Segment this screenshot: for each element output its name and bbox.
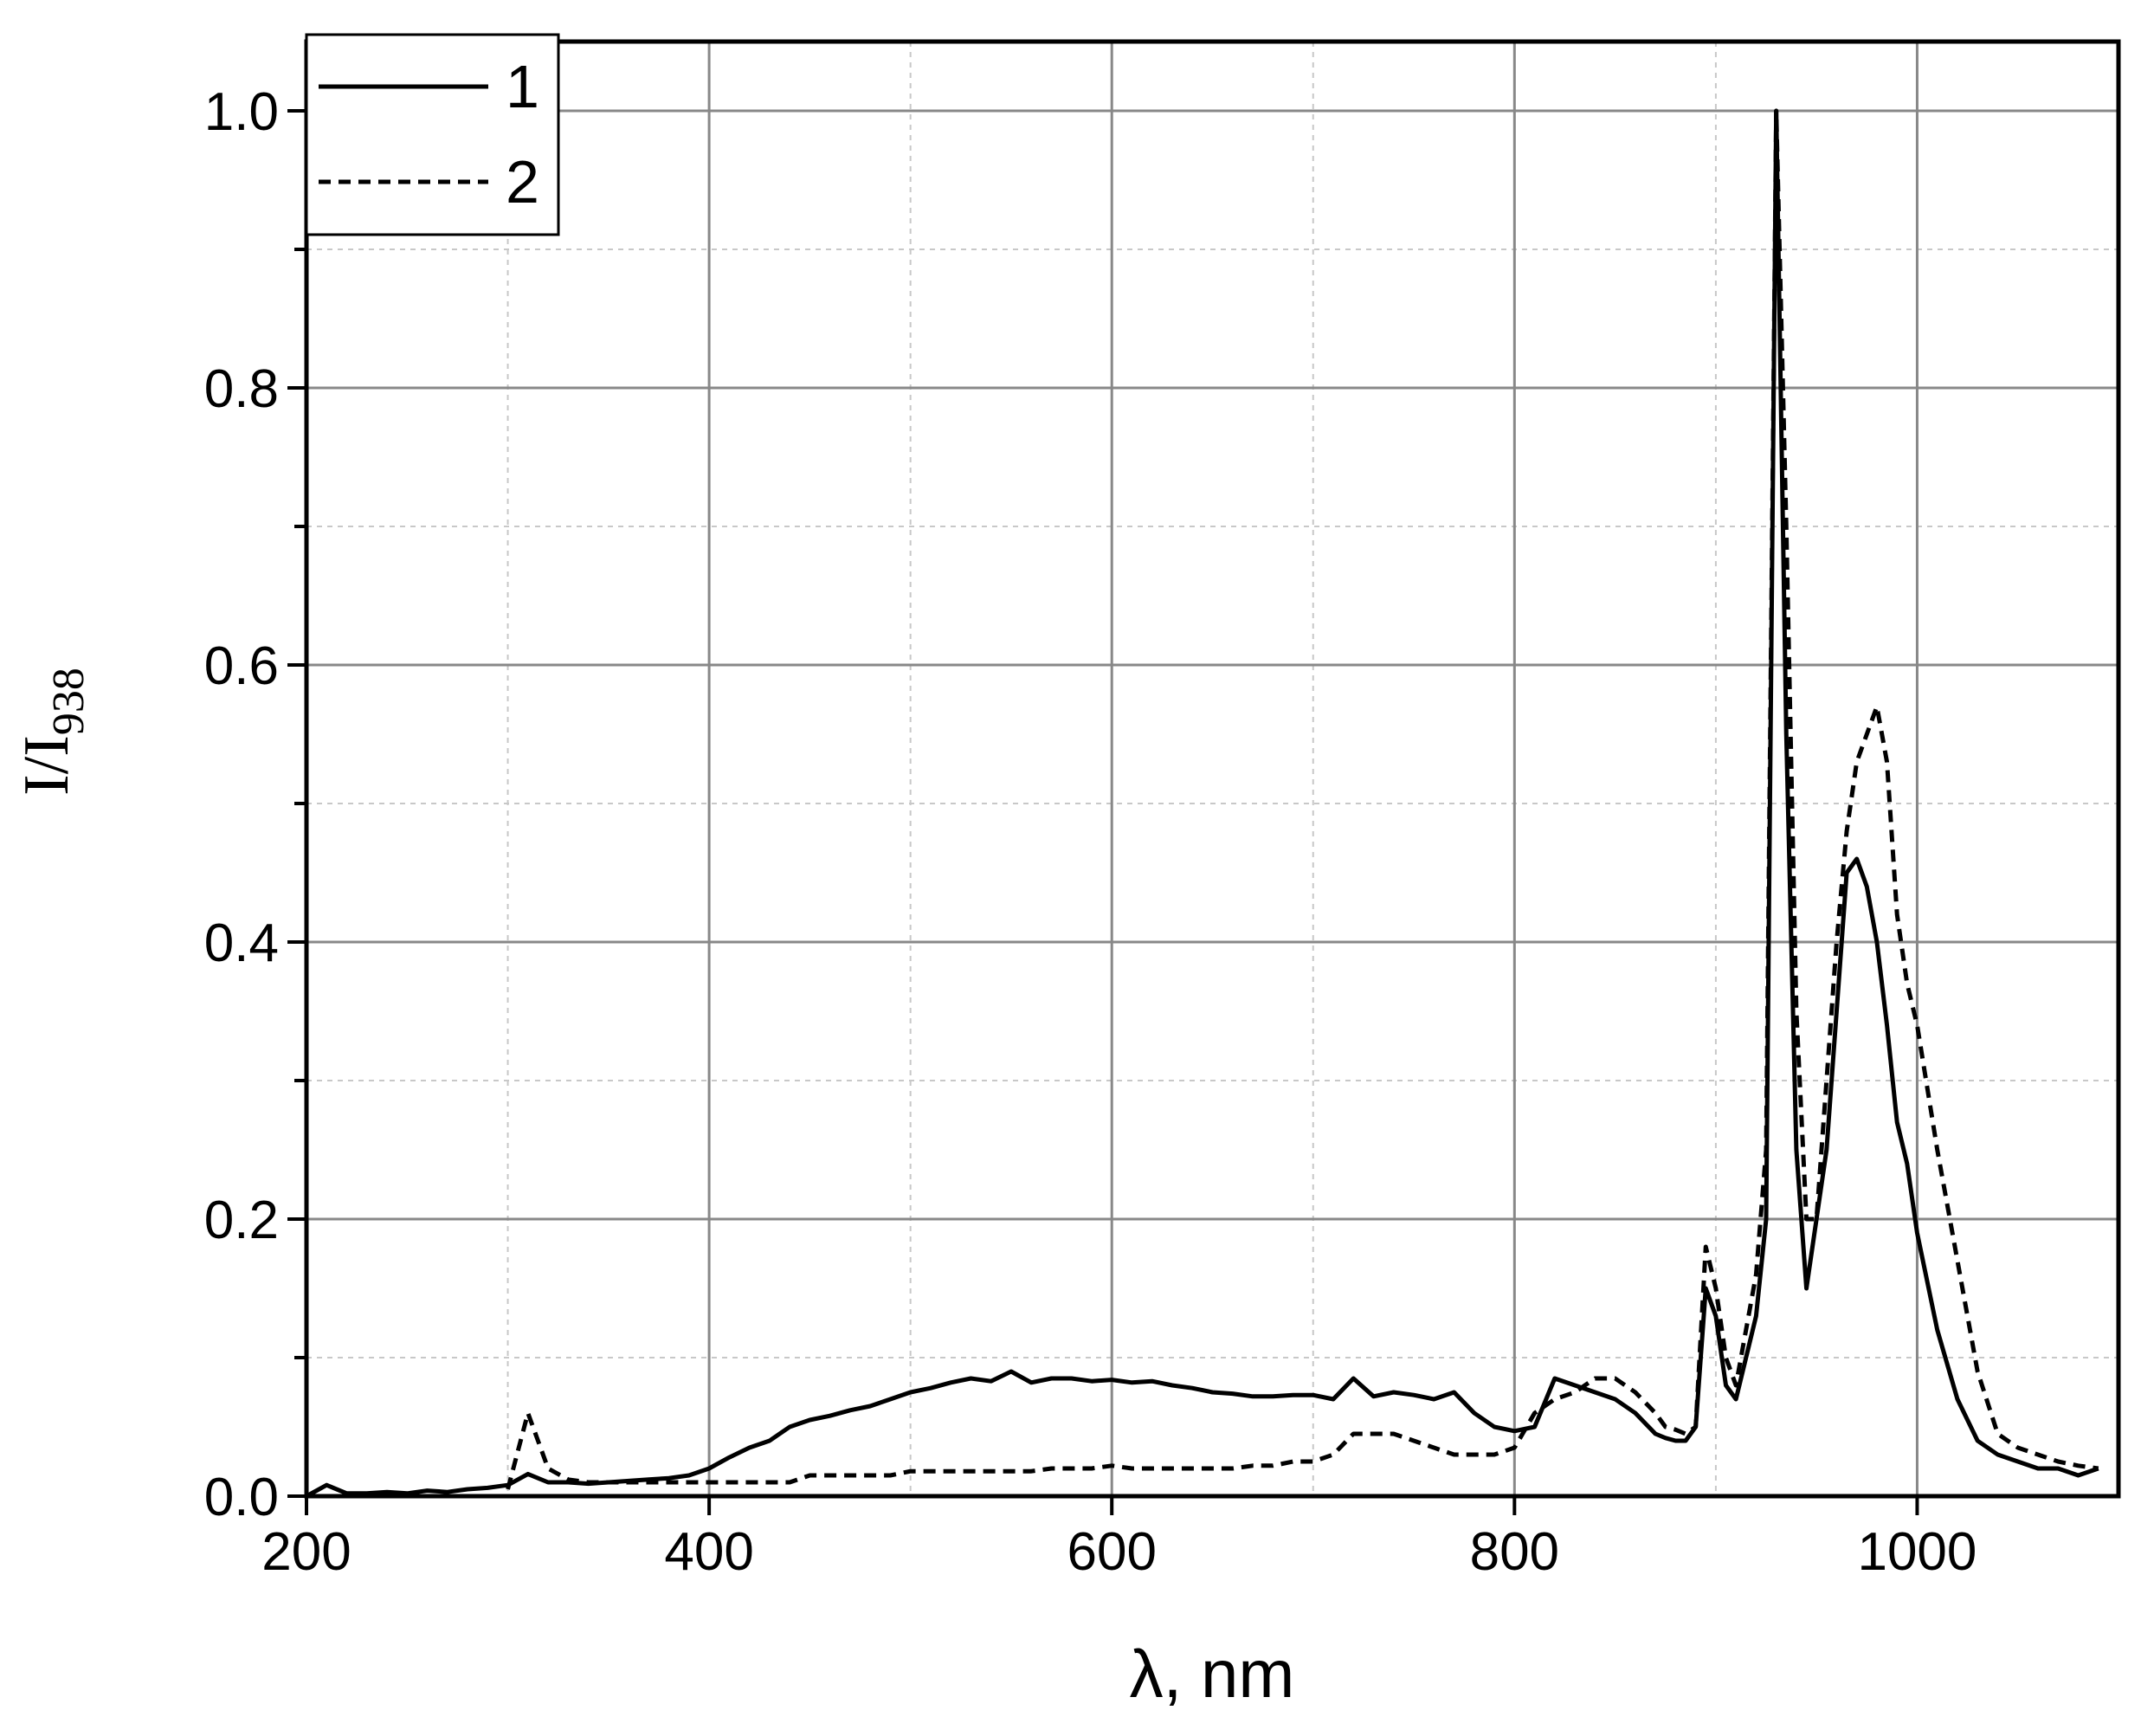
legend-label: 2 — [506, 148, 539, 216]
legend-label: 1 — [506, 53, 539, 120]
x-axis-label: λ, nm — [1130, 1636, 1295, 1712]
x-tick-label: 200 — [261, 1522, 351, 1582]
x-tick-label: 600 — [1067, 1522, 1156, 1582]
x-tick-label: 800 — [1470, 1522, 1559, 1582]
y-tick-label: 1.0 — [204, 82, 279, 142]
y-tick-label: 0.8 — [204, 359, 279, 419]
y-axis-label-subscript: 938 — [44, 668, 94, 735]
y-axis-label: I/I938 — [11, 668, 94, 796]
x-tick-label: 400 — [664, 1522, 753, 1582]
data-line — [305, 108, 2099, 1499]
y-tick-label: 0.4 — [204, 913, 279, 973]
y-tick-label: 0.0 — [204, 1468, 279, 1527]
y-tick-label: 0.6 — [204, 636, 279, 696]
y-axis-label-main: I/I — [11, 735, 82, 796]
data-line — [506, 108, 2099, 1490]
plot-frame — [304, 39, 2121, 1499]
y-tick-label: 0.2 — [204, 1191, 279, 1250]
x-tick-label: 1000 — [1857, 1522, 1977, 1582]
legend-box — [305, 33, 560, 236]
